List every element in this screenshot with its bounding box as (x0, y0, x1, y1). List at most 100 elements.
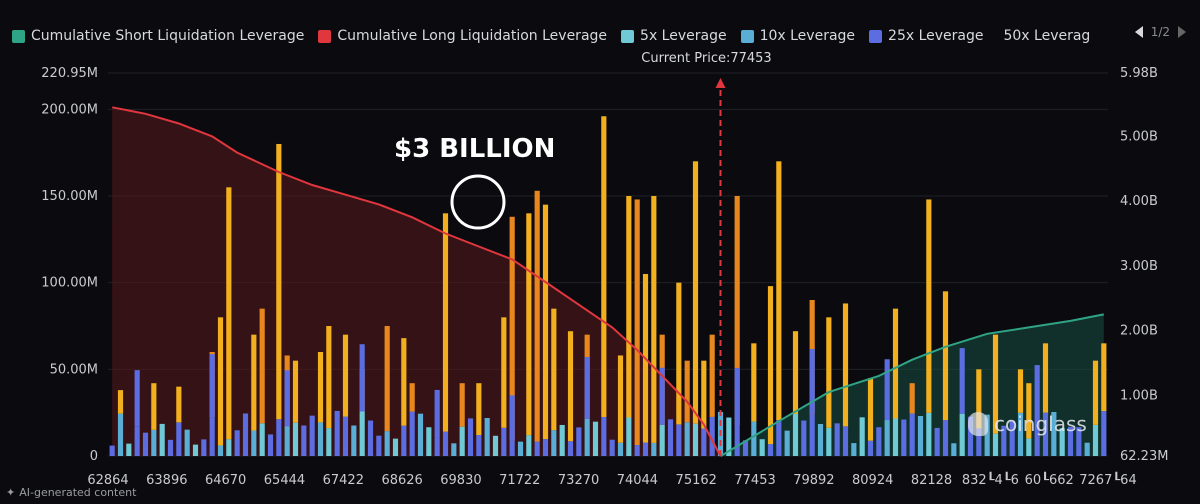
bar-low (284, 426, 290, 456)
x-tick-label: 74044 (617, 473, 658, 488)
bar-low (476, 435, 482, 456)
bar-50x (534, 190, 540, 442)
legend-25x[interactable]: 25x Leverage (869, 28, 983, 44)
legend-long-cumulative[interactable]: Cumulative Long Liquidation Leverage (318, 28, 607, 44)
bar-50x (601, 116, 607, 417)
legend-pager: 1/2 (1134, 25, 1186, 39)
short-cumulative-line (719, 313, 1104, 457)
bar-low (709, 416, 715, 456)
right-tick-label: 3.00B (1120, 259, 1158, 274)
right-tick-label: 62.23M (1120, 449, 1168, 464)
legend-swatch (318, 29, 332, 43)
bar-low (534, 441, 540, 456)
bar-low (759, 439, 765, 456)
bar-low (692, 423, 699, 456)
bar-low (659, 424, 665, 456)
legend-5x[interactable]: 5x Leverage (621, 28, 727, 44)
bar-50x (526, 213, 532, 436)
x-tick-label: 73270 (558, 473, 599, 488)
bar-low (967, 416, 974, 456)
bar-low (451, 443, 457, 456)
bar-50x (1092, 360, 1099, 425)
bar-low (142, 432, 149, 456)
bar-50x (251, 334, 257, 431)
x-tick-label: 64670 (205, 473, 246, 488)
bar-low (484, 418, 490, 456)
bar-low (751, 421, 757, 456)
bar-50x (1042, 343, 1049, 413)
bar-low (542, 439, 549, 456)
legend-label: Cumulative Long Liquidation Leverage (337, 28, 608, 44)
left-tick-label: 100.00M (41, 276, 98, 291)
bar-low (434, 437, 440, 456)
bar-low (1034, 423, 1040, 456)
bar-low (409, 411, 415, 456)
right-tick-label: 4.00B (1120, 194, 1158, 209)
right-tick-label: 5.98B (1120, 66, 1158, 81)
bar-50x (509, 216, 515, 441)
bar-low (617, 442, 624, 456)
chart-legend: Cumulative Short Liquidation Leverage Cu… (12, 22, 1089, 50)
bar-low (792, 414, 799, 456)
bar-low (934, 427, 940, 456)
bar-low (1092, 424, 1099, 456)
x-tick-label: 82128 (911, 473, 952, 488)
bar-low (1026, 438, 1032, 456)
bar-50x (751, 343, 757, 422)
bar-low (334, 410, 340, 456)
bar-low (684, 422, 690, 456)
x-tick-label: 71722 (499, 473, 540, 488)
prev-page-icon[interactable] (1134, 26, 1143, 38)
next-page-icon[interactable] (1178, 26, 1186, 38)
x-tick-label: 69830 (440, 473, 481, 488)
bar-50x (867, 377, 874, 441)
bar-50x (909, 383, 915, 414)
left-tick-label: 200.00M (41, 102, 98, 117)
bar-50x (384, 325, 390, 432)
bar-low (184, 429, 190, 456)
left-tick-label: 150.00M (41, 189, 98, 204)
bar-50x (926, 199, 932, 413)
left-tick-label: 50.00M (50, 362, 98, 377)
legend-swatch (869, 29, 883, 43)
bar-low (417, 413, 424, 456)
bar-50x (567, 331, 574, 442)
bar-low (317, 422, 324, 456)
bar-50x (1017, 369, 1024, 413)
bar-50x (442, 213, 449, 432)
bar-low (517, 441, 524, 456)
bar-low (601, 416, 607, 456)
coinglass-logo-icon (968, 412, 988, 436)
legend-label: 50x Leverage (1003, 28, 1090, 44)
bar-50x (734, 195, 740, 425)
x-tick-label: 7267┖64 (1079, 471, 1136, 488)
bar-low (251, 430, 257, 456)
bar-low (1009, 420, 1015, 456)
bar-low (592, 421, 599, 456)
bar-low (959, 413, 965, 456)
bar-25x (434, 389, 440, 438)
bar-low (301, 425, 307, 456)
bar-low (742, 440, 749, 456)
bar-low (551, 430, 557, 456)
legend-short-cumulative[interactable]: Cumulative Short Liquidation Leverage (12, 28, 304, 44)
bar-low (634, 445, 640, 456)
x-tick-label: 63896 (146, 473, 187, 488)
bar-50x (151, 383, 157, 430)
bar-50x (792, 331, 799, 415)
bar-50x (709, 334, 715, 417)
bar-low (642, 442, 649, 456)
bar-low (401, 425, 407, 456)
x-tick-label: 60┖662 (1025, 471, 1074, 488)
legend-label: 10x Leverage (759, 28, 856, 44)
legend-10x[interactable]: 10x Leverage (740, 28, 856, 44)
bar-50x (117, 390, 124, 414)
x-tick-label: 62864 (87, 473, 128, 488)
bar-50x (551, 308, 557, 431)
legend-50x[interactable]: 50x Leverage (997, 28, 1089, 44)
bar-low (901, 419, 907, 456)
x-tick-label: 75162 (676, 473, 717, 488)
bar-50x (892, 308, 899, 419)
bar-25x (809, 349, 815, 415)
right-tick-label: 1.00B (1120, 388, 1158, 403)
